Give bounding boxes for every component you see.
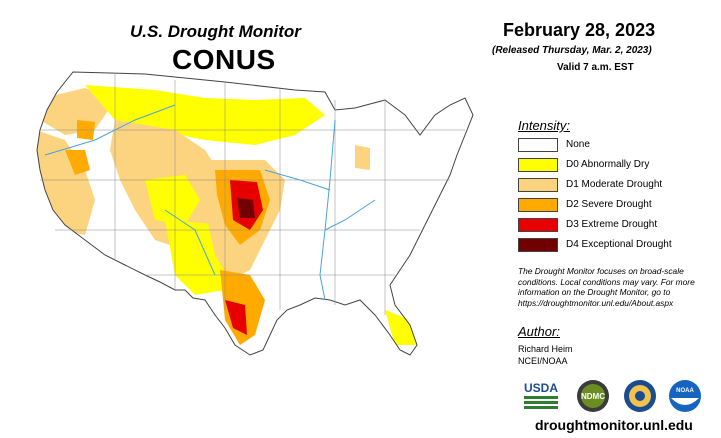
website-link[interactable]: droughtmonitor.unl.edu	[535, 417, 693, 433]
legend-label: None	[566, 139, 590, 150]
legend-label: D0 Abnormally Dry	[566, 159, 650, 170]
legend-label: D3 Extreme Drought	[566, 219, 658, 230]
valid-time: Valid 7 a.m. EST	[557, 62, 634, 73]
legend-swatch	[518, 138, 558, 152]
legend-label: D4 Exceptional Drought	[566, 239, 672, 250]
state-borders	[40, 74, 465, 315]
map-title: U.S. Drought Monitor	[130, 22, 301, 41]
region-title: CONUS	[172, 44, 276, 75]
usda-logo: USDA	[524, 381, 558, 409]
ndmc-logo-text: NDMC	[581, 392, 605, 401]
noaa-logo-text: NOAA	[676, 388, 694, 394]
legend-label: D2 Severe Drought	[566, 199, 652, 210]
author-org: NCEI/NOAA	[518, 356, 568, 366]
legend-swatch	[518, 158, 558, 172]
noaa-logo: NOAA	[669, 380, 701, 412]
doc-seal-logo	[624, 380, 656, 412]
legend-swatch	[518, 238, 558, 252]
logo-strip: USDA NDMC NOAA	[518, 378, 713, 419]
d1-michigan	[355, 145, 370, 170]
d3-texas	[225, 300, 247, 335]
map-date: February 28, 2023	[503, 20, 656, 40]
d0-utah	[145, 175, 200, 225]
legend-swatch	[518, 198, 558, 212]
disclaimer-note: The Drought Monitor focuses on broad-sca…	[518, 266, 695, 308]
d4-kansas	[237, 198, 255, 218]
rivers	[44, 104, 376, 301]
author-heading: Author:	[518, 324, 560, 339]
ndmc-logo: NDMC	[577, 380, 609, 412]
usda-logo-text: USDA	[524, 381, 558, 395]
legend-label: D1 Moderate Drought	[566, 179, 663, 190]
d0-florida	[385, 310, 417, 345]
author-name: Richard Heim	[518, 344, 573, 354]
d1-pacific-nw	[37, 88, 115, 135]
drought-map	[36, 71, 474, 356]
legend-title: Intensity:	[518, 118, 571, 133]
legend-swatch	[518, 218, 558, 232]
legend-swatch	[518, 178, 558, 192]
release-date: (Released Thursday, Mar. 2, 2023)	[492, 45, 652, 56]
d2-nevada	[65, 150, 90, 175]
us-outline	[36, 71, 474, 356]
